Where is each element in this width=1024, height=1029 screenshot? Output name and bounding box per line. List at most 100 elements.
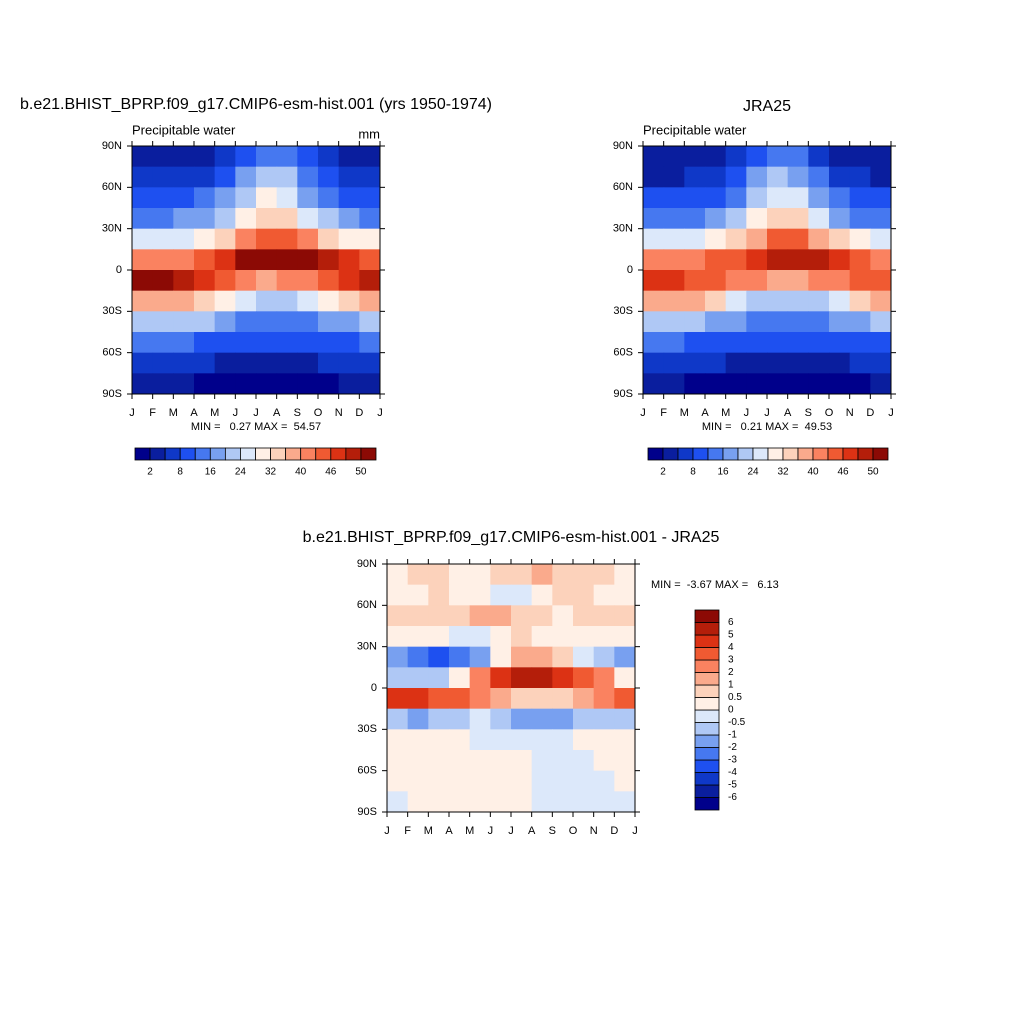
contour-cell: [593, 791, 615, 813]
x-tick-label: A: [528, 825, 536, 837]
contour-cell: [297, 166, 319, 188]
contour-cell: [338, 290, 360, 312]
colorbar-box: [300, 447, 317, 461]
colorbar-label: -4: [728, 767, 737, 778]
contour-cell: [359, 249, 381, 271]
contour-cell: [407, 729, 429, 751]
contour-cell: [573, 708, 595, 730]
contour-cell: [194, 373, 216, 395]
contour-cell: [469, 770, 491, 792]
contour-cell: [787, 249, 809, 271]
contour-cell: [849, 332, 871, 354]
contour-cell: [705, 373, 727, 395]
contour-cell: [511, 667, 533, 689]
contour-cell: [428, 729, 450, 751]
contour-cell: [849, 270, 871, 292]
contour-cell: [428, 688, 450, 710]
contour-cell: [511, 564, 533, 586]
contour-cell: [449, 564, 471, 586]
contour-cell: [808, 208, 830, 230]
contour-cell: [573, 605, 595, 627]
contour-cell: [297, 332, 319, 354]
contour-cell: [235, 311, 257, 333]
contour-cell: [552, 750, 574, 772]
contour-cell: [132, 373, 154, 395]
contour-cell: [235, 228, 257, 250]
contour-cell: [318, 228, 340, 250]
contour-cell: [490, 605, 512, 627]
colorbar-box: [194, 447, 211, 461]
contour-cell: [808, 228, 830, 250]
contour-cell: [767, 187, 789, 209]
contour-cell: [256, 208, 278, 230]
contour-cell: [338, 270, 360, 292]
contour-cell: [593, 584, 615, 606]
contour-cell: [449, 729, 471, 751]
contour-cell: [663, 311, 685, 333]
colorbar-label: 4: [728, 642, 734, 653]
contour-cell: [256, 311, 278, 333]
contour-cell: [256, 290, 278, 312]
colorbar-box: [694, 634, 720, 648]
contour-cell: [684, 146, 706, 168]
contour-cell: [870, 332, 892, 354]
contour-cell: [573, 564, 595, 586]
contour-cell: [614, 667, 636, 689]
contour-cell: [663, 249, 685, 271]
contour-cell: [214, 373, 236, 395]
contour-cell: [214, 228, 236, 250]
colorbar-label: 46: [837, 467, 849, 478]
contour-cell: [767, 228, 789, 250]
colorbar-box: [677, 447, 694, 461]
contour-cell: [614, 750, 636, 772]
y-tick-label: 30S: [613, 305, 633, 317]
contour-cell: [235, 290, 257, 312]
contour-cell: [684, 166, 706, 188]
contour-cell: [746, 352, 768, 374]
contour-cell: [725, 311, 747, 333]
contour-cell: [318, 166, 340, 188]
contour-cell: [173, 373, 195, 395]
contour-cell: [808, 290, 830, 312]
contour-cell: [152, 311, 174, 333]
contour-cell: [614, 791, 636, 813]
contour-cell: [829, 270, 851, 292]
contour-cell: [297, 373, 319, 395]
stats-label: MIN = 0.21 MAX = 49.53: [702, 421, 832, 433]
contour-cell: [684, 290, 706, 312]
contour-cell: [849, 187, 871, 209]
x-tick-label: A: [701, 407, 709, 419]
contour-cell: [614, 729, 636, 751]
colorbar-label: 24: [747, 467, 759, 478]
contour-cell: [338, 332, 360, 354]
contour-cell: [297, 290, 319, 312]
contour-cell: [214, 332, 236, 354]
contour-cell: [297, 187, 319, 209]
contour-cell: [787, 352, 809, 374]
contour-cell: [338, 373, 360, 395]
contour-cell: [132, 146, 154, 168]
contour-cell: [531, 750, 553, 772]
colorbar-box: [694, 709, 720, 723]
contour-cell: [593, 564, 615, 586]
contour-cell: [663, 146, 685, 168]
contour-cell: [194, 208, 216, 230]
contour-cell: [531, 791, 553, 813]
contour-cell: [787, 187, 809, 209]
contour-cell: [573, 626, 595, 648]
contour-cell: [173, 208, 195, 230]
contour-cell: [614, 646, 636, 668]
contour-cell: [194, 146, 216, 168]
contour-cell: [725, 290, 747, 312]
contour-cell: [173, 146, 195, 168]
contour-cell: [469, 626, 491, 648]
contour-cell: [829, 146, 851, 168]
contour-cell: [276, 332, 298, 354]
colorbar-box: [694, 684, 720, 698]
y-tick-label: 0: [627, 264, 633, 276]
colorbar-box: [694, 784, 720, 798]
contour-cell: [705, 311, 727, 333]
contour-cell: [490, 791, 512, 813]
y-tick-label: 0: [116, 264, 122, 276]
contour-cell: [318, 208, 340, 230]
